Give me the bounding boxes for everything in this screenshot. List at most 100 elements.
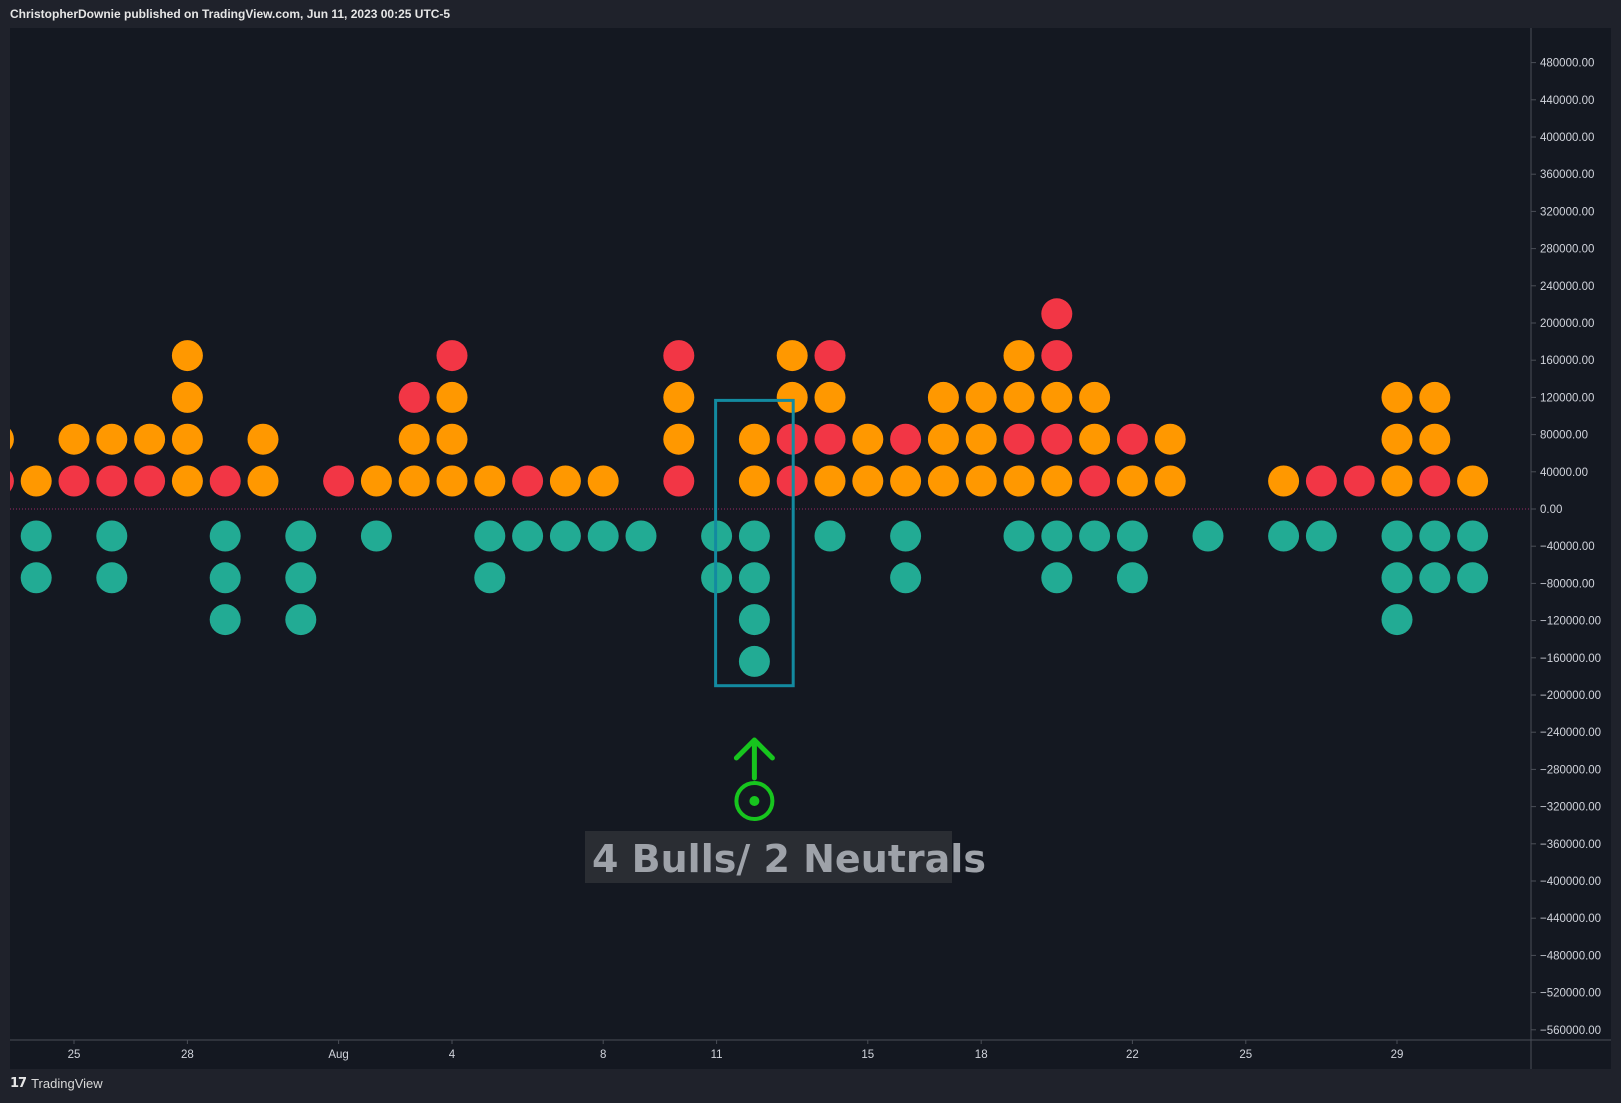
bull-dot xyxy=(738,562,770,594)
x-tick-label: Aug xyxy=(328,1049,348,1061)
bull-dot xyxy=(1419,520,1451,552)
neutral-dot xyxy=(398,465,430,497)
neutral-dot xyxy=(814,381,846,413)
bear-dot xyxy=(134,465,166,497)
neutral-dot xyxy=(1116,465,1148,497)
annotation-label: 4 Bulls/ 2 Neutrals xyxy=(592,837,986,881)
y-tick-label: −200000.00 xyxy=(1540,690,1601,702)
bull-dot xyxy=(1192,520,1224,552)
bull-dot xyxy=(549,520,581,552)
bear-dot xyxy=(512,465,544,497)
bear-dot xyxy=(1041,423,1073,455)
neutral-dot xyxy=(1457,465,1489,497)
neutral-dot xyxy=(738,423,770,455)
y-tick-label: −360000.00 xyxy=(1540,839,1601,851)
publisher-text: ChristopherDownie published on TradingVi… xyxy=(10,7,451,21)
neutral-dot xyxy=(1419,423,1451,455)
bear-dot xyxy=(323,465,355,497)
bear-dot xyxy=(436,340,468,372)
bear-dot xyxy=(814,340,846,372)
bull-dot xyxy=(512,520,544,552)
neutral-dot xyxy=(890,465,922,497)
bull-dot xyxy=(360,520,392,552)
neutral-dot xyxy=(171,340,203,372)
y-tick-label: 160000.00 xyxy=(1540,355,1594,367)
y-tick-label: −280000.00 xyxy=(1540,764,1601,776)
y-tick-label: −320000.00 xyxy=(1540,802,1601,814)
y-tick-label: −480000.00 xyxy=(1540,950,1601,962)
bear-dot xyxy=(10,470,14,492)
neutral-dot xyxy=(927,465,959,497)
bull-dot xyxy=(1381,562,1413,594)
bear-dot xyxy=(58,465,90,497)
bull-dot xyxy=(96,520,128,552)
neutral-dot xyxy=(852,423,884,455)
bull-dot xyxy=(1457,520,1489,552)
neutral-dot xyxy=(247,465,279,497)
neutral-dot xyxy=(436,381,468,413)
neutral-dot xyxy=(58,423,90,455)
neutral-dot xyxy=(96,423,128,455)
bull-dot xyxy=(1305,520,1337,552)
neutral-dot xyxy=(134,423,166,455)
axes-layer: 480000.00440000.00400000.00360000.003200… xyxy=(10,28,1611,1069)
bull-dot xyxy=(209,562,241,594)
x-tick-label: 25 xyxy=(68,1049,81,1061)
bull-dot xyxy=(1116,562,1148,594)
x-tick-label: 8 xyxy=(600,1049,606,1061)
y-tick-label: −120000.00 xyxy=(1540,616,1601,628)
neutral-dot xyxy=(927,423,959,455)
neutral-dot xyxy=(1381,381,1413,413)
neutral-dot xyxy=(1154,465,1186,497)
neutral-dot xyxy=(965,381,997,413)
y-tick-label: −560000.00 xyxy=(1540,1025,1601,1037)
x-tick-label: 4 xyxy=(449,1049,456,1061)
bull-dot xyxy=(814,520,846,552)
bull-dot xyxy=(20,520,52,552)
neutral-dot xyxy=(1041,381,1073,413)
y-tick-label: −400000.00 xyxy=(1540,876,1601,888)
bull-dot xyxy=(738,520,770,552)
bull-dot xyxy=(20,562,52,594)
neutral-dot xyxy=(1003,465,1035,497)
bear-dot xyxy=(1041,298,1073,330)
y-tick-label: −440000.00 xyxy=(1540,913,1601,925)
bear-dot xyxy=(663,340,695,372)
bear-dot xyxy=(209,465,241,497)
bull-dot xyxy=(474,562,506,594)
neutral-dot xyxy=(1041,465,1073,497)
bull-dot xyxy=(1419,562,1451,594)
bear-dot xyxy=(1116,423,1148,455)
neutral-dot xyxy=(852,465,884,497)
y-tick-label: 440000.00 xyxy=(1540,95,1594,107)
y-tick-label: 360000.00 xyxy=(1540,169,1594,181)
y-tick-label: −520000.00 xyxy=(1540,988,1601,1000)
neutral-dot xyxy=(1079,381,1111,413)
neutral-dot xyxy=(247,423,279,455)
bear-dot xyxy=(814,423,846,455)
x-tick-label: 18 xyxy=(975,1049,988,1061)
tradingview-logo[interactable]: 17 TradingView xyxy=(10,1076,103,1091)
y-tick-label: 280000.00 xyxy=(1540,244,1594,256)
chart-panel[interactable] xyxy=(10,28,1611,1069)
neutral-dot xyxy=(1268,465,1300,497)
neutral-dot xyxy=(1381,423,1413,455)
neutral-dot xyxy=(436,423,468,455)
neutral-dot xyxy=(965,423,997,455)
bull-dot xyxy=(1041,520,1073,552)
neutral-dot xyxy=(398,423,430,455)
bull-dot xyxy=(285,562,317,594)
bull-dot xyxy=(1381,520,1413,552)
highlight-box xyxy=(714,398,795,688)
neutral-dot xyxy=(776,340,808,372)
neutral-dot xyxy=(663,423,695,455)
neutral-dot xyxy=(1381,465,1413,497)
x-tick-label: 11 xyxy=(711,1049,723,1061)
bull-dot xyxy=(738,604,770,636)
bull-dot xyxy=(625,520,657,552)
bull-dot xyxy=(1381,604,1413,636)
neutral-dot xyxy=(1003,340,1035,372)
bull-dot xyxy=(285,520,317,552)
annotation-layer: 4 Bulls/ 2 Neutrals xyxy=(585,398,986,883)
